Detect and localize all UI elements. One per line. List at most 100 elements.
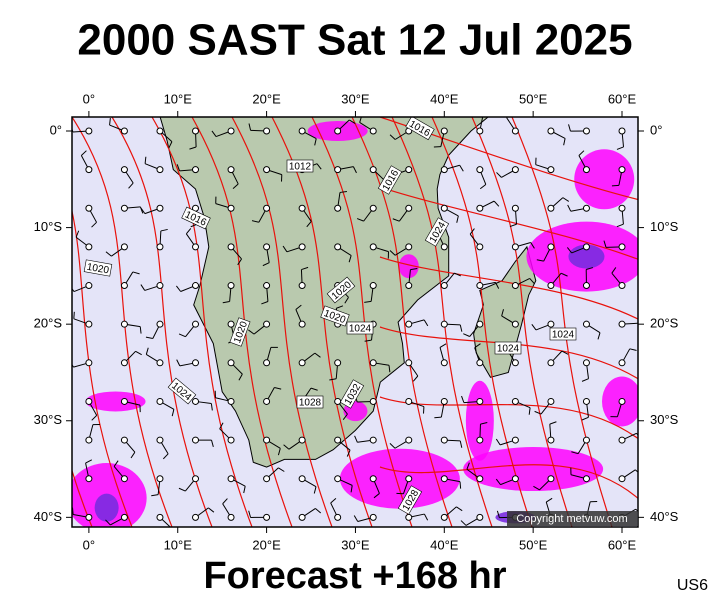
wind-barb [145,347,149,355]
wind-barb [348,255,352,263]
rain-area [463,447,604,492]
wind-barb [536,259,544,262]
isobar-label-box [377,165,403,195]
wind-barb [571,451,579,455]
station [156,513,164,521]
station [618,127,626,135]
wind-barb [283,444,290,450]
station [192,397,200,405]
station [334,243,342,251]
wind-barb [495,478,501,485]
isobar-label-box [167,377,197,405]
station [582,204,590,212]
station [511,359,519,367]
wind-barb [456,506,463,512]
wind-barb [329,378,337,381]
station [476,127,484,135]
isobar-label-box [424,217,450,247]
isobar-label: 1024 [349,324,372,335]
wind-barb [463,333,470,337]
wind-barb [567,204,572,212]
station [227,475,235,483]
station [85,204,93,212]
isobar [379,186,638,260]
station [511,282,519,290]
station [405,204,413,212]
station [298,359,306,367]
station [85,397,93,405]
wind-barb [495,282,500,289]
wind-barb [349,119,356,124]
station [85,513,93,521]
wind-barb [105,251,112,257]
wind-barb [534,410,542,415]
wind-barb [344,297,349,304]
station [440,243,448,251]
map: 1016101210161016102410201020102010241024… [72,117,638,527]
station [440,204,448,212]
wind-barb [336,305,344,309]
station [85,320,93,328]
isobar [379,256,638,320]
land [159,117,489,468]
wind-barb [423,513,429,521]
isobar-label-box [320,305,350,327]
station [263,436,271,444]
isobar [72,208,133,527]
station [618,243,626,251]
station [476,397,484,405]
wind-barb [75,230,80,238]
wind-barb [389,443,396,449]
wind-barb [314,138,317,146]
station [227,204,235,212]
station [405,513,413,521]
wind-barb [434,416,442,419]
isobar [111,117,213,527]
wind-barb [132,271,140,275]
station [476,243,484,251]
station [369,166,377,174]
lon-label: 20°E [252,91,281,106]
station [120,166,128,174]
station [334,397,342,405]
isobar [72,117,173,527]
station [405,475,413,483]
wind-barb [466,462,470,470]
wind-barb [581,416,589,421]
wind-barb [629,348,637,351]
isobar [191,117,293,527]
station [582,436,590,444]
station [440,166,448,174]
station [156,320,164,328]
wind-barb [171,409,175,417]
lon-label: 30°E [341,537,370,552]
isobar-label-box [346,321,374,335]
station [120,436,128,444]
wind-barb [176,359,181,367]
station [476,166,484,174]
wind-barb [274,386,282,390]
wind-barb [310,387,318,391]
wind-barb [342,413,348,421]
station [618,166,626,174]
wind-barb [72,288,75,292]
wind-barb [248,123,252,131]
station [582,359,590,367]
station [405,359,413,367]
wind-barb [611,267,617,274]
station [120,243,128,251]
station [298,320,306,328]
wind-barb [222,300,230,304]
isobar-label: 1024 [552,330,575,341]
wind-barb [359,117,362,123]
station [334,166,342,174]
wind-barb [480,421,488,425]
station [298,204,306,212]
wind-barb [151,494,159,497]
station [298,282,306,290]
station [263,166,271,174]
station [618,436,626,444]
station [85,282,93,290]
heavy-rain [94,493,119,522]
isobar-label: 1024 [497,344,520,355]
